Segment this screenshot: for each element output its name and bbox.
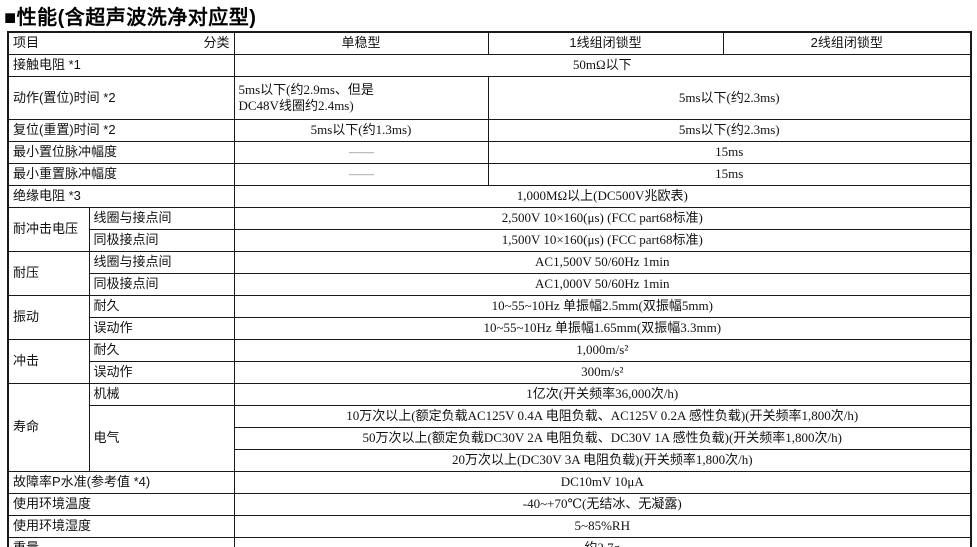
reset-time-latching-value: 5ms以下(约2.3ms): [487, 119, 972, 142]
row-life-electrical-1: 电气 10万次以上(额定负载AC125V 0.4A 电阻负载、AC125V 0.…: [8, 405, 972, 472]
row-value: -40~+70℃(无结冰、无凝露): [233, 493, 972, 516]
row-ambient-temperature: 使用环境温度 -40~+70℃(无结冰、无凝露): [7, 493, 972, 516]
row-value: 1,000MΩ以上(DC500V兆欧表): [233, 185, 972, 208]
row-shock-endurance: 冲击 耐久 1,000m/s²: [7, 339, 972, 384]
sub-label: 耐久: [88, 339, 235, 362]
row-vibration-malfunction: 误动作 10~55~10Hz 单振幅1.65mm(双振幅3.3mm): [8, 317, 972, 340]
sub-label: 误动作: [88, 361, 235, 384]
header-col-monostable: 单稳型: [233, 31, 489, 55]
row-set-time: 动作(置位)时间 *2 5ms以下(约2.9ms、但是 DC48V线圈约2.4m…: [7, 76, 972, 120]
row-value: AC1,500V 50/60Hz 1min: [233, 251, 972, 274]
row-value: 20万次以上(DC30V 3A 电阻负载)(开关频率1,800次/h): [233, 449, 972, 472]
row-value: AC1,000V 50/60Hz 1min: [233, 273, 972, 296]
set-time-latching-value: 5ms以下(约2.3ms): [487, 76, 972, 120]
row-label: 故障率P水准(参考值 *4): [7, 471, 235, 494]
sub-label: 耐久: [88, 295, 235, 318]
sub-label: 机械: [88, 383, 235, 406]
min-set-pulse-latching-value: 15ms: [487, 141, 972, 164]
row-min-set-pulse: 最小置位脉冲幅度 —— 15ms: [7, 141, 972, 164]
row-insulation-resistance: 绝缘电阻 *3 1,000MΩ以上(DC500V兆欧表): [7, 185, 972, 208]
row-value: 50万次以上(额定负载DC30V 2A 电阻负载、DC30V 1A 感性负载)(…: [233, 427, 972, 450]
header-item-label: 项目: [13, 35, 40, 51]
performance-spec-table: 项目 分类 单稳型 1线组闭锁型 2线组闭锁型 接触电阻 *1 50mΩ以下 动…: [7, 31, 972, 547]
row-value: 10万次以上(额定负载AC125V 0.4A 电阻负载、AC125V 0.2A …: [233, 405, 972, 428]
sub-label: 线圈与接点间: [88, 251, 235, 274]
min-reset-pulse-latching-value: 15ms: [487, 163, 972, 186]
row-label: 复位(重置)时间 *2: [7, 119, 235, 142]
table-header-row: 项目 分类 单稳型 1线组闭锁型 2线组闭锁型: [7, 31, 972, 55]
set-time-line1: 5ms以下(约2.9ms、但是: [238, 81, 374, 97]
row-value: 2,500V 10×160(μs) (FCC part68标准): [233, 207, 972, 230]
row-vibration-endurance: 振动 耐久 10~55~10Hz 单振幅2.5mm(双振幅5mm): [7, 295, 972, 340]
row-life-mechanical: 寿命 机械 1亿次(开关频率36,000次/h): [7, 383, 972, 472]
sub-label: 线圈与接点间: [88, 207, 235, 230]
row-surge-voltage-same-polarity: 同极接点间 1,500V 10×160(μs) (FCC part68标准): [8, 229, 972, 252]
row-value: DC10mV 10μA: [233, 471, 972, 494]
sub-label: 同极接点间: [88, 273, 235, 296]
row-label: 绝缘电阻 *3: [7, 185, 235, 208]
row-failure-rate: 故障率P水准(参考值 *4) DC10mV 10μA: [7, 471, 972, 494]
group-label-withstand-voltage: 耐压: [7, 251, 90, 296]
row-ambient-humidity: 使用环境湿度 5~85%RH: [7, 515, 972, 538]
row-withstand-voltage-same-polarity: 同极接点间 AC1,000V 50/60Hz 1min: [8, 273, 972, 296]
row-value: 10~55~10Hz 单振幅2.5mm(双振幅5mm): [233, 295, 972, 318]
row-min-reset-pulse: 最小重置脉冲幅度 —— 15ms: [7, 163, 972, 186]
sub-label-electrical: 电气: [88, 405, 235, 472]
group-label-surge-voltage: 耐冲击电压: [7, 207, 90, 252]
header-item-category-cell: 项目 分类: [7, 31, 235, 55]
row-label: 重量: [7, 537, 235, 547]
row-label: 最小重置脉冲幅度: [7, 163, 235, 186]
row-label: 使用环境湿度: [7, 515, 235, 538]
sub-label: 误动作: [88, 317, 235, 340]
reset-time-monostable-value: 5ms以下(约1.3ms): [233, 119, 489, 142]
set-time-line2: DC48V线圈约2.4ms): [238, 98, 354, 113]
set-time-monostable-value: 5ms以下(约2.9ms、但是 DC48V线圈约2.4ms): [233, 76, 489, 120]
row-label: 最小置位脉冲幅度: [7, 141, 235, 164]
row-label: 动作(置位)时间 *2: [7, 76, 235, 120]
row-reset-time: 复位(重置)时间 *2 5ms以下(约1.3ms) 5ms以下(约2.3ms): [7, 119, 972, 142]
row-withstand-voltage-coil-contact: 耐压 线圈与接点间 AC1,500V 50/60Hz 1min: [7, 251, 972, 296]
row-weight: 重量 约2.7g: [7, 537, 972, 547]
header-col-2coil-latching: 2线组闭锁型: [722, 31, 972, 55]
row-value: 1,500V 10×160(μs) (FCC part68标准): [233, 229, 972, 252]
sub-label: 同极接点间: [88, 229, 235, 252]
row-shock-malfunction: 误动作 300m/s²: [8, 361, 972, 384]
row-value: 50mΩ以下: [233, 54, 972, 77]
row-value: 1,000m/s²: [233, 339, 972, 362]
row-surge-voltage-coil-contact: 耐冲击电压 线圈与接点间 2,500V 10×160(μs) (FCC part…: [7, 207, 972, 252]
row-contact-resistance: 接触电阻 *1 50mΩ以下: [7, 54, 972, 77]
row-value: 10~55~10Hz 单振幅1.65mm(双振幅3.3mm): [233, 317, 972, 340]
header-col-1coil-latching: 1线组闭锁型: [487, 31, 724, 55]
row-label: 使用环境温度: [7, 493, 235, 516]
min-set-pulse-monostable-value: ——: [233, 141, 489, 164]
group-label-life: 寿命: [7, 383, 90, 472]
row-value: 1亿次(开关频率36,000次/h): [233, 383, 972, 406]
page-title: ■性能(含超声波洗净对应型): [4, 7, 257, 29]
row-label: 接触电阻 *1: [7, 54, 235, 77]
row-value: 5~85%RH: [233, 515, 972, 538]
row-value: 约2.7g: [233, 537, 972, 547]
group-label-vibration: 振动: [7, 295, 90, 340]
row-value: 300m/s²: [233, 361, 972, 384]
group-label-shock: 冲击: [7, 339, 90, 384]
min-reset-pulse-monostable-value: ——: [233, 163, 489, 186]
header-category-label: 分类: [203, 35, 230, 51]
